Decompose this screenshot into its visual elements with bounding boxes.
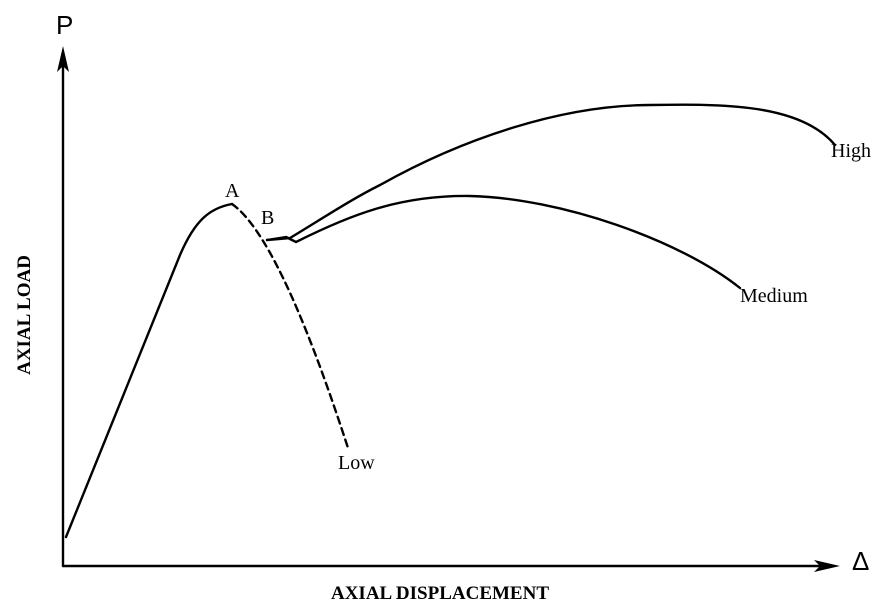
curve-label: Low xyxy=(338,452,375,474)
curve-label: High xyxy=(831,140,871,162)
y-symbol: P xyxy=(56,10,73,40)
x-arrow xyxy=(814,560,840,572)
y-arrow xyxy=(57,46,69,72)
medium-curve xyxy=(265,194,742,290)
x-symbol: Δ xyxy=(852,546,869,576)
initial-curve xyxy=(64,202,234,539)
y-title: AXIAL LOAD xyxy=(14,255,35,375)
point-label: B xyxy=(261,207,274,229)
low-curve xyxy=(230,202,350,450)
x-title: AXIAL DISPLACEMENT xyxy=(331,583,549,604)
point-label: A xyxy=(225,180,240,202)
high-curve xyxy=(265,103,837,242)
curve-label: Medium xyxy=(740,285,808,307)
